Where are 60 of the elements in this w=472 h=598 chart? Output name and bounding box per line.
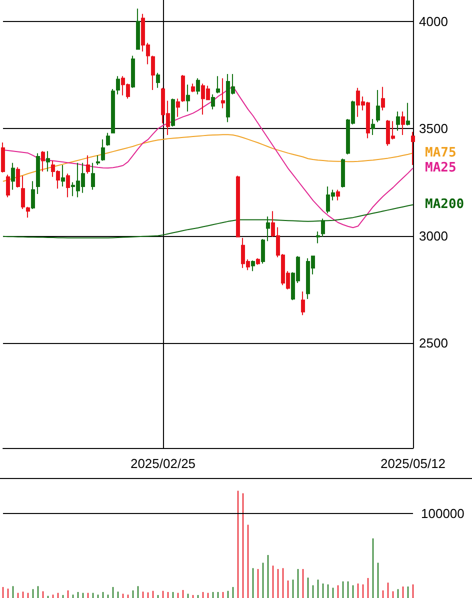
candlestick [261,238,265,264]
candlestick [111,88,115,134]
candlestick [46,150,50,172]
candlestick [186,84,190,112]
candlestick [101,138,105,162]
candlestick [151,55,155,91]
y-tick-label: 2500 [419,335,448,350]
candlestick [11,162,15,190]
series-label: MA75 [425,146,456,161]
candlestick [96,154,100,166]
candlestick [91,162,95,190]
series-label: MA200 [425,197,464,212]
candlestick [256,258,260,266]
candlestick [236,175,240,238]
candlestick [396,110,400,132]
candlestick [196,78,200,95]
candlestick [301,291,305,316]
candlestick [336,189,340,201]
candlestick [61,164,65,187]
candlestick [181,74,185,102]
candlestick [66,173,70,198]
candlestick [86,154,90,174]
candlestick [26,206,30,218]
line-series [2,134,414,182]
candlestick [406,102,410,126]
candlestick [156,72,160,88]
candlestick [376,90,380,123]
line-series [2,204,414,238]
candlestick [171,98,175,127]
candlestick [221,78,225,109]
candlestick [371,118,375,136]
line-series [2,86,414,228]
candlestick [106,132,110,146]
candlestick [136,8,140,50]
candlestick [401,110,405,136]
candlestick [216,76,220,94]
candlestick [191,83,195,93]
candlestick [131,55,135,88]
candlestick [316,231,320,244]
y-tick-label: 3500 [419,121,448,136]
candlestick [6,174,10,198]
candlestick [211,94,215,110]
y-tick-label: 4000 [419,14,448,29]
candlestick [251,260,255,272]
candlestick [41,150,45,172]
candlestick [381,86,385,111]
y-tick-label: 3000 [419,228,448,244]
candlestick [31,180,35,210]
candlestick [116,76,120,95]
candlestick [1,142,5,174]
text: 100000 [421,506,464,521]
candlestick [16,166,20,188]
candlestick [36,152,40,194]
candlestick [341,158,345,188]
x-tick-label: 2025/02/25 [130,456,196,471]
candlestick [176,98,180,118]
x-tick-label: 2025/05/12 [380,456,446,471]
candlestick [411,131,415,166]
candlestick [21,175,25,210]
series-label: MA25 [425,160,456,176]
